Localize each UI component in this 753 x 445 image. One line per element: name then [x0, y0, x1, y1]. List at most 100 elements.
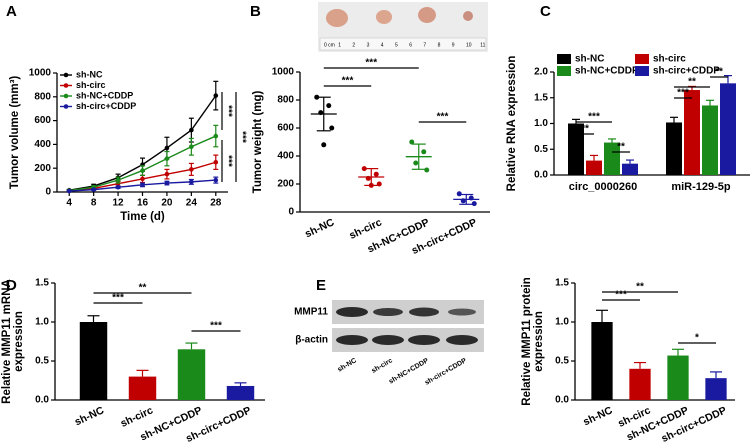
- blot-band: [373, 308, 403, 316]
- bar: [591, 322, 613, 400]
- legend-label: sh-circ: [76, 80, 106, 90]
- x-tick-label: 28: [210, 198, 222, 209]
- legend-label: sh-circ+CDDP: [76, 101, 136, 111]
- ruler-label: 1: [338, 42, 341, 48]
- tumor: [376, 10, 392, 24]
- data-point: [361, 166, 367, 172]
- bar: [622, 163, 638, 175]
- bar: [226, 385, 255, 400]
- data-point: [460, 198, 466, 204]
- ruler-label: 8: [438, 42, 441, 48]
- data-point: [189, 179, 194, 185]
- y-tick-label: 1.0: [534, 118, 548, 129]
- y-tick-label: 600: [277, 123, 294, 134]
- y-tick-label: 0.0: [555, 395, 569, 406]
- significance-label: ***: [615, 290, 627, 301]
- bar: [702, 105, 718, 175]
- ruler-label: 10: [466, 42, 472, 48]
- x-tick-label: 4: [66, 198, 72, 209]
- significance-label: **: [688, 77, 696, 88]
- legend-swatch: [635, 66, 649, 76]
- lane-label: sh-circ: [371, 357, 394, 375]
- y-tick-label: 1.5: [35, 278, 49, 289]
- legend-marker: [63, 104, 69, 109]
- legend-label: sh-circ+CDDP: [653, 66, 720, 77]
- x-tick-label: sh-NC: [73, 404, 106, 428]
- data-point: [140, 176, 145, 182]
- panel-label: E: [316, 277, 326, 294]
- tumor: [418, 7, 436, 23]
- bar: [667, 355, 689, 400]
- x-tick-label: sh-NC: [581, 404, 614, 428]
- significance-label: ***: [222, 105, 233, 117]
- x-tick-label: circ_0000260: [569, 181, 638, 193]
- data-point: [421, 149, 427, 155]
- x-tick-label: 8: [91, 198, 97, 209]
- significance-label: **: [715, 67, 723, 78]
- x-axis-label: Time (d): [120, 211, 165, 223]
- western-blot: MMP11 β-actin sh-NC sh-circ sh-NC+CDDP s…: [294, 300, 484, 387]
- legend-label: sh-circ: [653, 54, 686, 65]
- significance-label: *: [695, 333, 699, 344]
- data-point: [468, 195, 474, 201]
- ruler-label: 3: [367, 42, 370, 48]
- legend-label: sh-NC: [575, 54, 604, 65]
- y-tick-label: 400: [34, 139, 51, 150]
- legend-label: sh-NC: [76, 69, 103, 79]
- bar: [705, 378, 727, 400]
- y-axis-label: Tumor weight (mg): [252, 91, 264, 194]
- ruler-label: 0 cm: [324, 42, 335, 48]
- panel-label: A: [6, 3, 17, 20]
- data-point: [164, 145, 170, 151]
- bar: [177, 349, 206, 400]
- data-point: [413, 160, 419, 166]
- legend-label: sh-NC+CDDP: [76, 90, 133, 100]
- panel-label: B: [250, 3, 261, 20]
- y-tick-label: 0.0: [35, 395, 49, 406]
- y-tick-label: 200: [34, 163, 51, 174]
- tumor: [326, 9, 348, 27]
- significance-label: ***: [437, 112, 449, 123]
- data-point: [213, 133, 219, 139]
- significance-label: **: [581, 124, 589, 135]
- y-axis-label: Relative MMP11 mRNA: [1, 279, 13, 404]
- x-tick-label: 24: [186, 198, 198, 209]
- significance-label: ***: [210, 321, 222, 332]
- band-label: β-actin: [295, 335, 328, 346]
- x-tick-label: sh-NC: [303, 216, 336, 240]
- bar: [629, 368, 651, 400]
- data-point: [376, 181, 382, 187]
- y-axis-label: Relative RNA expression: [506, 56, 518, 192]
- y-tick-label: 600: [34, 115, 51, 126]
- bar: [604, 142, 620, 175]
- data-point: [409, 139, 415, 145]
- ruler-label: 11: [480, 42, 485, 48]
- y-tick-label: 800: [277, 95, 294, 106]
- lane-label: sh-circ+CDDP: [424, 357, 468, 387]
- y-axis-label: Tumor volume (mm³): [9, 76, 21, 190]
- bar: [79, 322, 108, 400]
- bar: [666, 122, 682, 175]
- data-point: [66, 188, 72, 194]
- data-point: [164, 156, 170, 161]
- significance-label: **: [617, 142, 625, 153]
- blot-band: [336, 307, 368, 317]
- significance-label: ***: [112, 293, 124, 304]
- legend-marker: [63, 93, 69, 99]
- data-point: [213, 177, 219, 183]
- y-tick-label: 0: [288, 207, 294, 218]
- bar: [128, 376, 157, 400]
- ruler-label: 6: [409, 42, 412, 48]
- ruler-label: 9: [452, 42, 455, 48]
- y-tick-label: 400: [277, 151, 294, 162]
- y-tick-label: 0.0: [534, 170, 548, 181]
- y-tick-label: 1000: [272, 67, 295, 78]
- y-tick-label: 0.5: [35, 356, 49, 367]
- x-tick-label: miR-129-5p: [671, 181, 731, 193]
- tumor-photo: [318, 2, 488, 52]
- y-tick-label: 1000: [29, 68, 52, 79]
- band-label: MMP11: [294, 307, 328, 318]
- data-point: [164, 171, 170, 177]
- data-point: [314, 94, 320, 100]
- data-point: [189, 127, 194, 133]
